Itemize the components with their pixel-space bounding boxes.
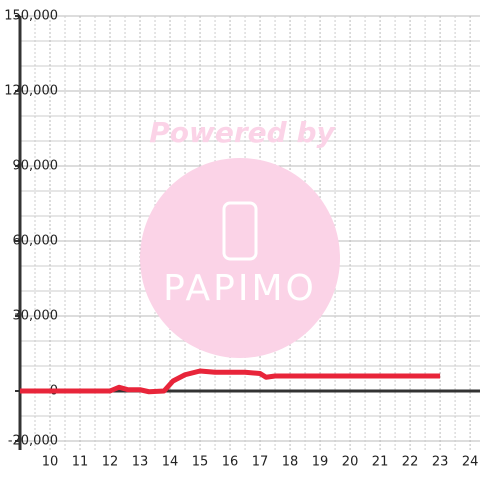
- x-tick-label: 12: [102, 455, 119, 470]
- x-tick-label: 18: [282, 455, 299, 470]
- x-tick-label: 11: [72, 455, 89, 470]
- y-tick-label: 60,000: [13, 234, 59, 249]
- x-tick-label: 10: [42, 455, 59, 470]
- y-tick-label: -20,000: [8, 434, 58, 449]
- y-tick-label: 120,000: [4, 84, 58, 99]
- x-tick-label: 14: [162, 455, 179, 470]
- x-tick-label: 20: [342, 455, 359, 470]
- x-tick-label: 23: [432, 455, 449, 470]
- y-tick-label: 90,000: [13, 159, 59, 174]
- x-tick-label: 17: [252, 455, 269, 470]
- watermark-text: Powered by: [149, 116, 336, 149]
- y-tick-label: 150,000: [4, 9, 58, 24]
- x-tick-label: 13: [132, 455, 149, 470]
- x-tick-label: 15: [192, 455, 209, 470]
- y-tick-label: 30,000: [13, 309, 59, 324]
- data-line: [20, 368, 441, 395]
- x-tick-label: 21: [372, 455, 389, 470]
- x-tick-label: 22: [402, 455, 419, 470]
- x-tick-label: 19: [312, 455, 329, 470]
- watermark-logo: PAPIMO: [163, 268, 317, 309]
- x-tick-label: 24: [462, 455, 479, 470]
- x-tick-label: 16: [222, 455, 239, 470]
- watermark-phone: [222, 201, 258, 261]
